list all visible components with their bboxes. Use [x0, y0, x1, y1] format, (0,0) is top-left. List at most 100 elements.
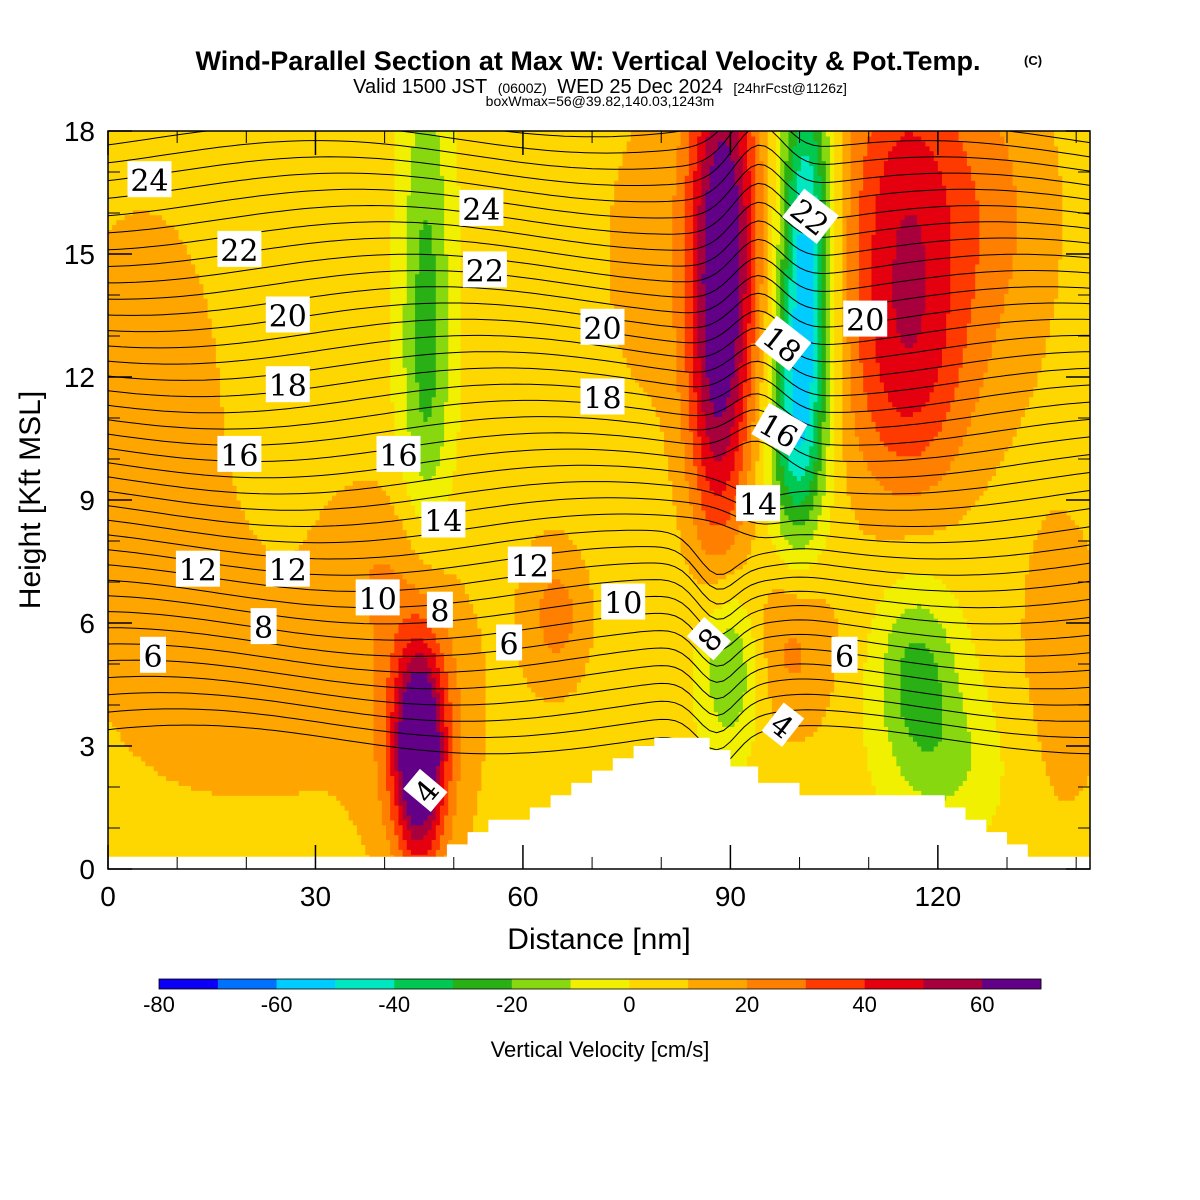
velocity-cell — [904, 455, 910, 496]
velocity-cell — [423, 672, 429, 821]
velocity-cell — [444, 760, 449, 816]
velocity-cell — [406, 814, 412, 831]
velocity-cell — [709, 583, 715, 614]
velocity-cell — [398, 519, 404, 575]
velocity-cell — [220, 795, 225, 869]
velocity-cell — [199, 131, 205, 285]
velocity-cell — [705, 519, 711, 555]
velocity-cell — [249, 131, 254, 531]
velocity-cell — [780, 588, 785, 737]
velocity-cell — [406, 131, 412, 196]
velocity-cell — [170, 131, 175, 226]
velocity-cell — [925, 750, 931, 796]
velocity-cell — [796, 598, 802, 644]
velocity-cell — [697, 135, 702, 206]
contour-label: 6 — [496, 624, 523, 663]
velocity-cell — [415, 672, 420, 826]
velocity-cell — [556, 529, 561, 580]
velocity-cell — [966, 770, 972, 850]
velocity-cell — [647, 396, 653, 869]
velocity-cell — [365, 131, 371, 481]
velocity-cell — [423, 524, 429, 565]
contour-label-text: 12 — [269, 554, 307, 589]
velocity-cell — [386, 677, 391, 791]
velocity-cell — [792, 672, 798, 742]
velocity-cell — [1037, 529, 1043, 742]
velocity-cell — [829, 131, 835, 506]
velocity-cell — [182, 131, 188, 245]
velocity-cell — [709, 450, 715, 491]
velocity-cell — [390, 711, 395, 777]
velocity-cell — [734, 721, 740, 777]
theta-contour-line — [108, 497, 1090, 527]
velocity-cell — [912, 135, 918, 216]
velocity-cell — [842, 131, 848, 462]
velocity-cell — [867, 131, 873, 137]
velocity-cell — [651, 406, 657, 869]
velocity-cell — [813, 140, 819, 196]
velocity-cell — [535, 534, 541, 698]
velocity-cell — [917, 573, 922, 604]
velocity-cell — [684, 131, 690, 176]
velocity-cell — [867, 632, 873, 772]
velocity-cell — [518, 667, 524, 869]
velocity-cell — [294, 549, 300, 796]
velocity-cell — [709, 401, 715, 452]
velocity-cell — [398, 824, 404, 850]
velocity-cell — [991, 475, 997, 713]
velocity-cell — [809, 480, 814, 511]
velocity-cell — [726, 445, 731, 481]
velocity-cell — [1020, 131, 1026, 417]
velocity-cell — [468, 131, 474, 604]
velocity-cell — [991, 342, 997, 476]
velocity-cell — [452, 573, 458, 659]
velocity-cell — [240, 131, 246, 511]
velocity-cell — [303, 790, 308, 869]
velocity-cell — [776, 244, 781, 349]
contour-label: 8 — [426, 591, 453, 630]
contour-label-text: 12 — [179, 554, 217, 589]
velocity-cell — [410, 657, 416, 673]
velocity-cell — [912, 608, 918, 644]
velocity-cell — [419, 637, 424, 654]
velocity-cell — [1054, 795, 1059, 869]
velocity-cell — [390, 219, 395, 403]
velocity-cell — [805, 519, 810, 545]
velocity-cell — [435, 824, 441, 850]
velocity-cell — [1058, 131, 1063, 176]
velocity-cell — [439, 731, 445, 762]
velocity-cell — [1000, 460, 1005, 762]
theta-contour-line — [108, 182, 1090, 235]
velocity-cell — [1016, 426, 1022, 869]
velocity-cell — [713, 711, 719, 772]
velocity-cell — [784, 362, 790, 447]
velocity-cell — [809, 445, 814, 481]
velocity-cell — [431, 254, 437, 398]
velocity-cell — [410, 131, 416, 147]
velocity-cell — [659, 131, 665, 432]
contour-label-box — [580, 308, 625, 345]
contour-label-box — [782, 188, 839, 245]
valid-utc: (0600Z) — [498, 80, 547, 96]
velocity-cell — [705, 377, 711, 437]
velocity-cell — [444, 401, 449, 506]
velocity-cell — [112, 131, 117, 226]
velocity-cell — [240, 795, 246, 869]
velocity-cell — [925, 445, 931, 491]
velocity-cell — [431, 696, 437, 801]
velocity-cell — [684, 372, 690, 481]
y-axis-title: Height [Kft MSL] — [14, 391, 47, 609]
velocity-cell — [813, 563, 819, 599]
velocity-cell — [344, 131, 350, 486]
velocity-cell — [713, 495, 719, 526]
velocity-cell — [896, 539, 902, 580]
velocity-cell — [498, 131, 503, 869]
velocity-cell — [394, 721, 400, 772]
velocity-cell — [390, 652, 395, 713]
velocity-cell — [639, 131, 644, 388]
velocity-cell — [415, 839, 420, 855]
x-axis-title: Distance [nm] — [507, 923, 690, 956]
colorbar-swatch — [394, 979, 454, 989]
velocity-cell — [668, 480, 673, 869]
velocity-cell — [431, 677, 437, 698]
